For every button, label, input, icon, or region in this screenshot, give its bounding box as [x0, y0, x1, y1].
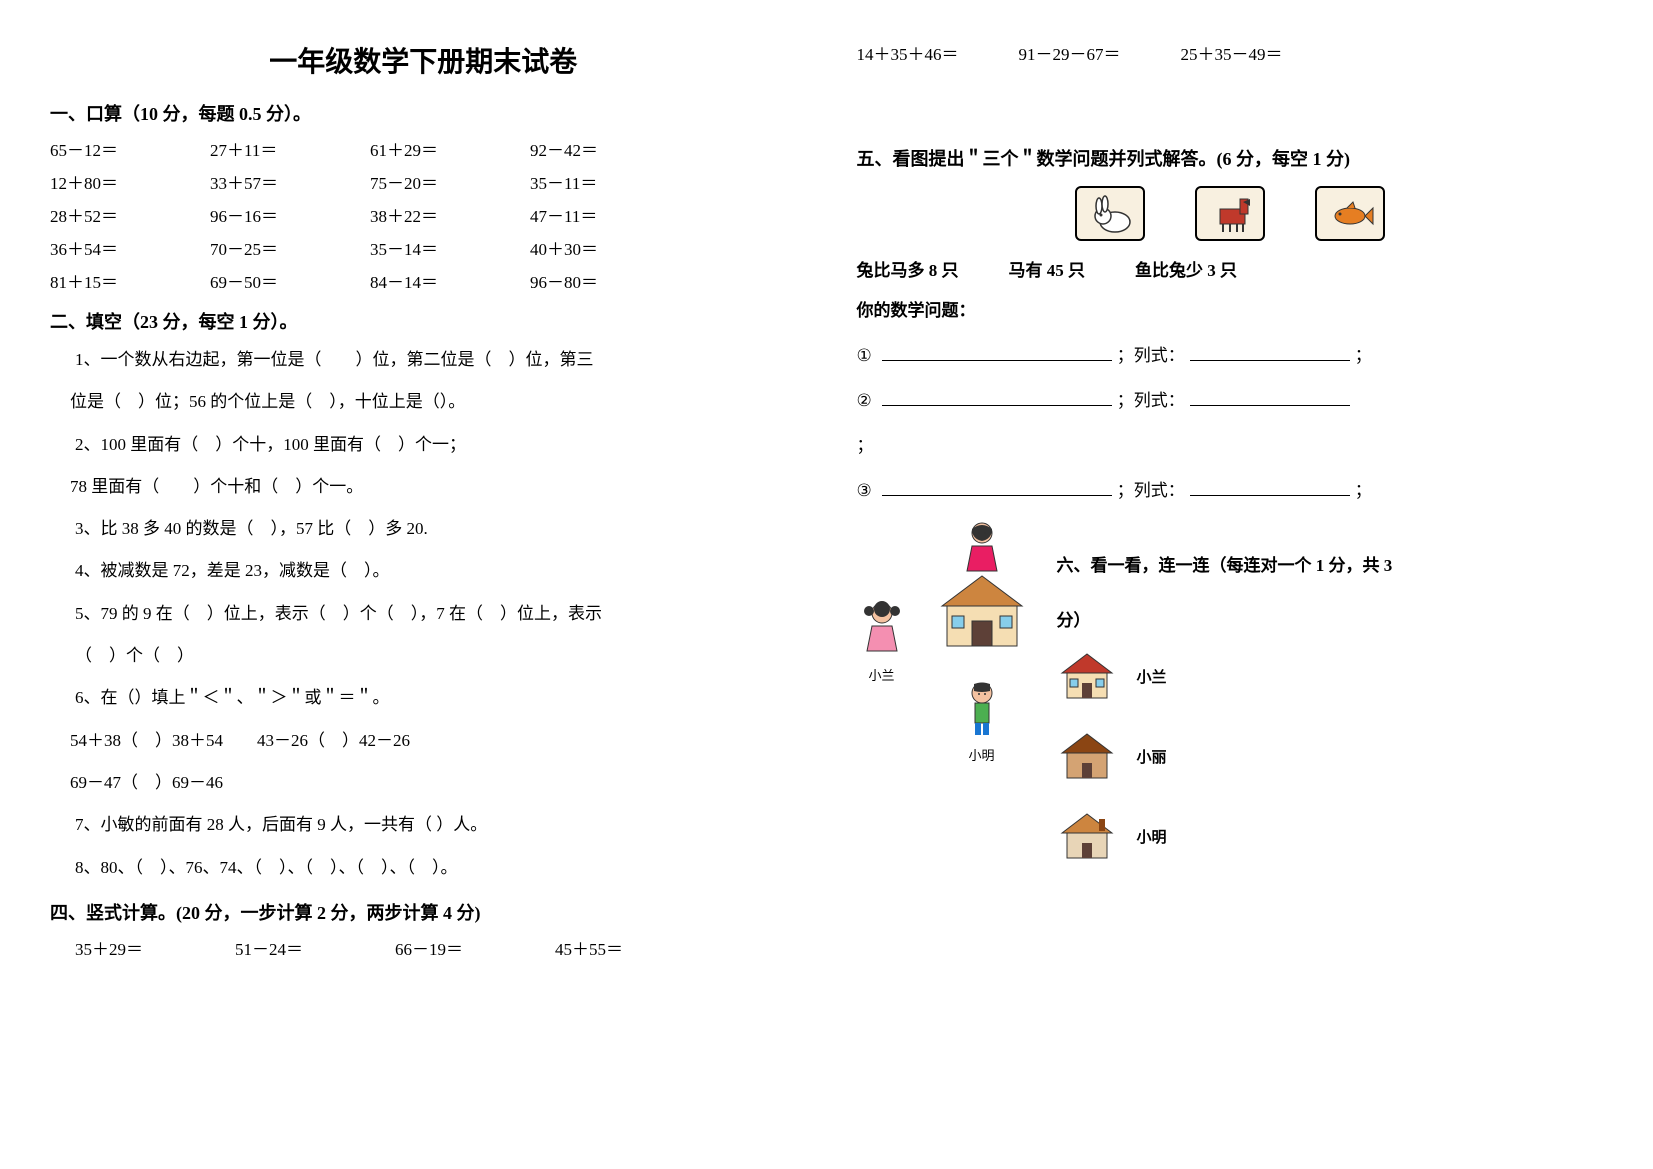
problem-cell: 81＋15＝: [50, 268, 180, 293]
q5-line: ①；列式：；: [857, 341, 1604, 366]
problem-cell: 27＋11＝: [210, 136, 340, 161]
animals-row: [857, 186, 1604, 241]
section6-header: 六、看一看，连一连（每连对一个 1 分，共 3: [1057, 551, 1604, 576]
q5-prompt: 你的数学问题：: [857, 296, 1604, 321]
horse-icon: [1195, 186, 1265, 241]
section4-header: 四、竖式计算。(20 分，一步计算 2 分，两步计算 4 分): [50, 899, 797, 925]
q5-label: 兔比马多 8 只: [857, 256, 959, 281]
label-xiaolan: 小兰: [1137, 666, 1167, 687]
problem-cell: 75－20＝: [370, 169, 500, 194]
fill-sub: 69－47（ ）69－46: [70, 767, 797, 799]
blank: [1190, 386, 1350, 406]
fill-sub: （ ）个（ ）: [75, 640, 797, 672]
fill-item: 1、一个数从右边起，第一位是（ ）位，第二位是（ ）位，第三: [75, 344, 797, 376]
problem-cell: 45＋55＝: [555, 935, 685, 960]
blank: [1190, 476, 1350, 496]
section6-header2: 分）: [1057, 606, 1604, 631]
problem-cell: 40＋30＝: [530, 235, 660, 260]
match-item-1: 小兰: [1057, 651, 1604, 701]
fill-item: 2、100 里面有（ ）个十，100 里面有（ ）个一；: [75, 429, 797, 461]
semi: ；: [857, 431, 1604, 456]
fill-item: 4、被减数是 72，差是 23，减数是（ ）。: [75, 555, 797, 587]
problem-row: 36＋54＝ 70－25＝ 35－14＝ 40＋30＝: [50, 235, 797, 260]
match-item-2: 小丽: [1057, 731, 1604, 781]
circled-num: ③: [857, 481, 872, 501]
label-xiaoli: 小丽: [1137, 746, 1167, 767]
page-title: 一年级数学下册期末试卷: [50, 40, 797, 80]
fill-item: 6、在（）填上＂＜＂、＂＞＂或＂＝＂。: [75, 682, 797, 714]
fill-item: 5、79 的 9 在（ ）位上，表示（ ）个（ ），7 在（ ）位上，表示: [75, 598, 797, 630]
problem-cell: 91－29－67＝: [1019, 40, 1121, 65]
fill-item: 3、比 38 多 40 的数是（ ），57 比（ ）多 20.: [75, 513, 797, 545]
fill-sub: 78 里面有（ ）个十和（ ）个一。: [70, 471, 797, 503]
circled-num: ①: [857, 346, 872, 366]
match-right: 小兰 小丽 小明: [1057, 651, 1604, 861]
house-icon-3: [1057, 811, 1117, 861]
problem-cell: 92－42＝: [530, 136, 660, 161]
blank: [882, 476, 1112, 496]
q5-labels: 兔比马多 8 只 马有 45 只 鱼比兔少 3 只: [857, 256, 1604, 281]
match-item-3: 小明: [1057, 811, 1604, 861]
problem-row: 65－12＝ 27＋11＝ 61＋29＝ 92－42＝: [50, 136, 797, 161]
problem-cell: 12＋80＝: [50, 169, 180, 194]
scene-house: [932, 571, 1032, 656]
q5-label: 鱼比兔少 3 只: [1135, 256, 1237, 281]
problem-cell: 36＋54＝: [50, 235, 180, 260]
left-column: 一年级数学下册期末试卷 一、口算（10 分，每题 0.5 分）。 65－12＝ 2…: [50, 40, 797, 1129]
q5-line: ②；列式：: [857, 386, 1604, 411]
problem-row: 12＋80＝ 33＋57＝ 75－20＝ 35－11＝: [50, 169, 797, 194]
problem-cell: 70－25＝: [210, 235, 340, 260]
blank: [882, 386, 1112, 406]
label-xiaoming: 小明: [1137, 826, 1167, 847]
section1-header: 一、口算（10 分，每题 0.5 分）。: [50, 100, 797, 126]
problem-cell: 61＋29＝: [370, 136, 500, 161]
problem-cell: 51－24＝: [235, 935, 365, 960]
section2-header: 二、填空（23 分，每空 1 分）。: [50, 308, 797, 334]
blank: [1190, 341, 1350, 361]
house-icon-1: [1057, 651, 1117, 701]
kid-xiaolan: 小兰: [857, 601, 907, 684]
fish-icon: [1315, 186, 1385, 241]
problem-row: 28＋52＝ 96－16＝ 38＋22＝ 47－11＝: [50, 202, 797, 227]
section4-row: 35＋29＝ 51－24＝ 66－19＝ 45＋55＝: [75, 935, 797, 960]
problem-cell: 25＋35－49＝: [1181, 40, 1283, 65]
problem-cell: 65－12＝: [50, 136, 180, 161]
problem-cell: 35－14＝: [370, 235, 500, 260]
fill-item: 7、小敏的前面有 28 人，后面有 9 人，一共有（ ）人。: [75, 809, 797, 841]
problem-cell: 38＋22＝: [370, 202, 500, 227]
q5-label: 马有 45 只: [1009, 256, 1086, 281]
q5-lines: ①；列式：； ②；列式： ； ③；列式：；: [857, 341, 1604, 501]
match-left-scene: 小丽 小兰: [857, 521, 1057, 771]
problem-cell: 96－16＝: [210, 202, 340, 227]
rabbit-icon: [1075, 186, 1145, 241]
section1-rows: 65－12＝ 27＋11＝ 61＋29＝ 92－42＝ 12＋80＝ 33＋57＝ 75－2…: [50, 136, 797, 293]
problem-cell: 69－50＝: [210, 268, 340, 293]
section5-header: 五、看图提出＂三个＂数学问题并列式解答。(6 分，每空 1 分): [857, 145, 1604, 171]
fill-sub: 54＋38（ ）38＋54 43－26（ ）42－26: [70, 725, 797, 757]
problem-cell: 14＋35＋46＝: [857, 40, 959, 65]
q5-line: ③；列式：；: [857, 476, 1604, 501]
right-top-problems: 14＋35＋46＝ 91－29－67＝ 25＋35－49＝: [857, 40, 1604, 65]
problem-cell: 35－11＝: [530, 169, 660, 194]
problem-cell: 84－14＝: [370, 268, 500, 293]
problem-cell: 47－11＝: [530, 202, 660, 227]
house-icon-2: [1057, 731, 1117, 781]
fill-item: 8、80、（ ）、76、74、（ ）、（ ）、（ ）、（ ）。: [75, 852, 797, 884]
circled-num: ②: [857, 391, 872, 411]
section2-items: 1、一个数从右边起，第一位是（ ）位，第二位是（ ）位，第三位是（ ）位；56 …: [50, 344, 797, 884]
problem-cell: 28＋52＝: [50, 202, 180, 227]
blank: [882, 341, 1112, 361]
problem-cell: 66－19＝: [395, 935, 525, 960]
problem-row: 81＋15＝ 69－50＝ 84－14＝ 96－80＝: [50, 268, 797, 293]
problem-cell: 96－80＝: [530, 268, 660, 293]
fill-sub: 位是（ ）位；56 的个位上是（ ），十位上是（）。: [70, 386, 797, 418]
problem-cell: 33＋57＝: [210, 169, 340, 194]
kid-xiaoming: 小明: [957, 681, 1007, 764]
right-column: 14＋35＋46＝ 91－29－67＝ 25＋35－49＝ 五、看图提出＂三个＂数学…: [857, 40, 1604, 1129]
problem-cell: 35＋29＝: [75, 935, 205, 960]
